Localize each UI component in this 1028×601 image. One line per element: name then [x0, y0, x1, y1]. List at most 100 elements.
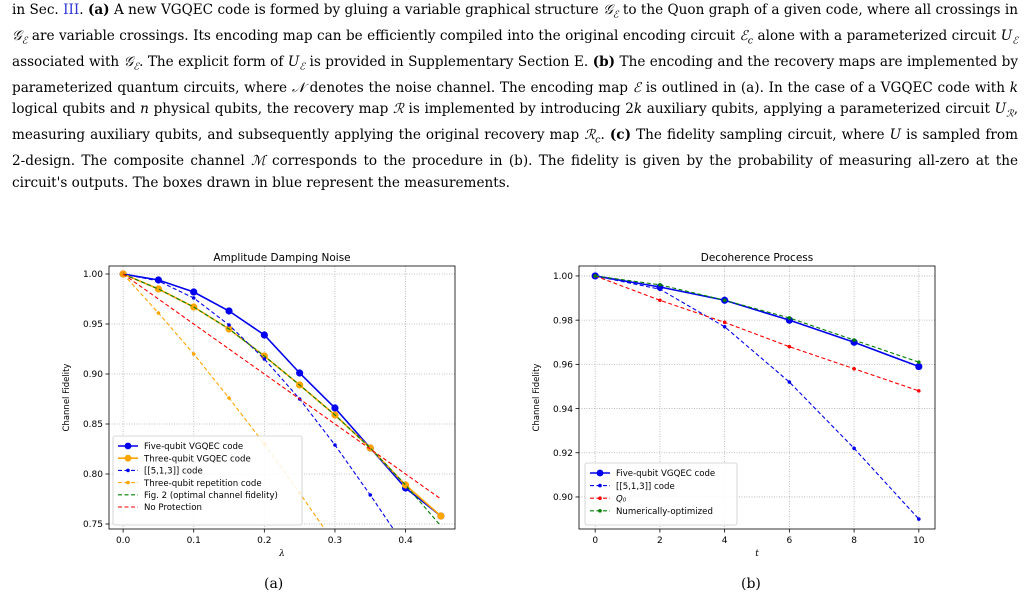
- caption-segment: are variable crossings. Its encoding map…: [27, 28, 740, 45]
- caption-segment: in Sec.: [12, 2, 64, 18]
- caption-segment: 𝒢: [603, 2, 613, 18]
- data-point: [787, 344, 792, 349]
- y-tick-label: 0.94: [553, 405, 573, 415]
- caption-segment: 𝒢: [123, 54, 134, 71]
- series-line: [595, 275, 920, 368]
- data-point: [915, 362, 923, 371]
- legend-label: Numerically-optimized: [616, 507, 713, 517]
- data-point: [331, 404, 339, 412]
- axes-frame: [578, 265, 936, 530]
- caption-segment: ℰ: [612, 9, 619, 21]
- x-tick-label: 0.3: [328, 536, 342, 546]
- legend-marker: [598, 496, 602, 501]
- data-point: [658, 298, 662, 303]
- caption-segment: The encoding and the recovery maps are i…: [12, 54, 1019, 97]
- legend-label: [[5,1,3]] code: [144, 467, 203, 477]
- y-axis-label: Channel Fidelity: [532, 364, 542, 432]
- data-point: [225, 307, 233, 315]
- data-point: [156, 311, 161, 315]
- y-tick-label: 0.98: [553, 316, 573, 326]
- data-point: [190, 288, 198, 296]
- data-point: [785, 316, 793, 324]
- caption-segment: (a): [87, 2, 110, 18]
- data-point: [852, 338, 856, 342]
- caption-segment: U: [994, 101, 1007, 118]
- x-tick-label: 2: [657, 536, 663, 546]
- legend-label: Three-qubit repetition code: [143, 479, 262, 489]
- legend-box: [112, 435, 303, 526]
- subfigure-label-a: (a): [264, 576, 284, 592]
- series-line: [122, 273, 442, 517]
- caption-segment: U: [1000, 28, 1013, 45]
- y-tick-label: 0.85: [83, 420, 103, 430]
- y-tick-label: 0.75: [83, 520, 103, 530]
- caption-segment: The fidelity sampling circuit, where: [631, 127, 890, 144]
- caption-segment: auxiliary qubits, applying a parameteriz…: [642, 101, 995, 118]
- data-point: [368, 493, 373, 497]
- caption-segment: 𝒩: [291, 80, 305, 97]
- series-line: [594, 275, 919, 392]
- x-tick-label: 0: [592, 536, 598, 546]
- caption-segment: associated with: [12, 54, 124, 71]
- caption-segment: logical qubits and: [12, 101, 141, 118]
- caption-segment: U: [889, 127, 902, 144]
- caption-segment[interactable]: III: [63, 2, 80, 18]
- legend-label: Five-qubit VGQEC code: [144, 442, 243, 452]
- data-point: [917, 517, 921, 521]
- caption-segment: ℛ: [584, 127, 596, 144]
- caption-segment: ℰ: [632, 80, 641, 97]
- legend-label: Fig. 2 (optimal channel fidelity): [144, 491, 278, 501]
- series-line: [595, 275, 919, 363]
- chart-amplitude-damping: 0.0 0.1 0.2 0.3 0.4 0.75 0.80 0.85 0.90 0.95 1.00 A…: [62, 252, 456, 559]
- legend-label: [[5,1,3]] code: [616, 482, 675, 492]
- data-point: [296, 369, 304, 377]
- caption-segment: n: [140, 101, 149, 118]
- caption-segment: . The explicit form of: [139, 54, 288, 71]
- data-point: [787, 380, 792, 384]
- x-tick-label: 0.4: [398, 536, 413, 546]
- chart-decoherence: 0 2 4 6 8 10 0.90 0.92 0.94 0.96 0.98 1.00 Decoheren…: [532, 252, 936, 559]
- caption-segment: is implemented by introducing 2: [403, 101, 634, 118]
- caption-segment: k: [1009, 80, 1018, 97]
- x-tick-label: 10: [913, 536, 925, 546]
- y-tick-label: 0.90: [553, 493, 573, 503]
- caption-segment: 𝒢: [12, 28, 22, 45]
- data-point: [227, 396, 231, 400]
- data-point: [593, 274, 597, 278]
- axes-frame: [108, 265, 456, 530]
- caption-text: in Sec. III. (a) A new VGQEC code is for…: [12, 0, 1018, 194]
- caption-segment: alone with a parameterized circuit: [753, 28, 1001, 45]
- y-axis-label: Channel Fidelity: [62, 364, 72, 432]
- caption-segment: (c): [609, 127, 632, 144]
- caption-segment: is provided in Supplementary Section E.: [305, 54, 593, 71]
- series-line: [123, 273, 395, 529]
- caption-segment: denotes the noise channel. The encoding …: [304, 80, 633, 97]
- y-tick-label: 0.92: [553, 449, 573, 459]
- caption-segment: ℰ: [1012, 35, 1018, 47]
- data-point: [658, 287, 662, 292]
- data-point: [191, 296, 196, 300]
- legend-label: Five-qubit VGQEC code: [616, 469, 715, 479]
- caption-segment: ℰ: [133, 61, 140, 73]
- caption-segment: ℛ: [1006, 109, 1014, 121]
- legend-marker: [596, 469, 604, 477]
- data-point: [156, 279, 161, 283]
- data-point: [722, 324, 727, 329]
- data-point: [437, 512, 445, 520]
- y-tick-label: 0.90: [83, 370, 103, 380]
- data-point: [852, 446, 856, 451]
- x-axis-label: t: [755, 549, 759, 559]
- caption-segment: ℰ: [299, 61, 306, 73]
- caption-segment: c: [747, 35, 754, 47]
- data-point: [333, 443, 337, 447]
- caption-segment: , measuring auxiliary qubits, and subseq…: [12, 101, 1019, 144]
- data-point: [227, 323, 231, 327]
- caption-segment: .: [79, 2, 88, 18]
- data-point: [722, 298, 727, 303]
- legend-marker: [124, 454, 132, 462]
- caption-segment: ℛ: [392, 101, 404, 118]
- x-tick-label: 0.0: [116, 536, 131, 546]
- caption-segment: (b): [592, 54, 616, 71]
- y-tick-label: 1.00: [83, 270, 103, 280]
